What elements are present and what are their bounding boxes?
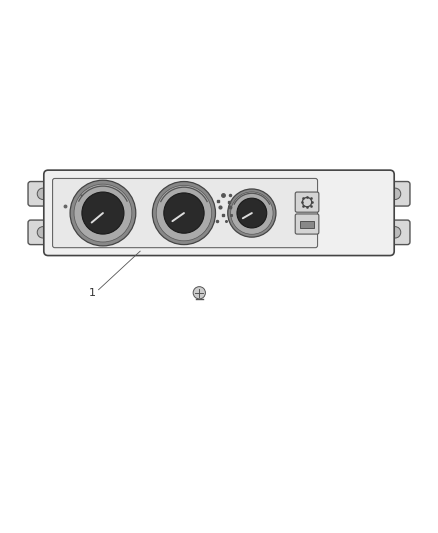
Text: *: * <box>80 193 82 198</box>
Circle shape <box>37 227 49 238</box>
FancyBboxPatch shape <box>28 182 58 206</box>
Circle shape <box>237 198 267 228</box>
Circle shape <box>231 192 273 235</box>
Circle shape <box>70 180 136 246</box>
Circle shape <box>193 287 205 299</box>
Text: 1: 1 <box>88 288 95 298</box>
Circle shape <box>389 188 401 199</box>
FancyBboxPatch shape <box>295 214 319 234</box>
Circle shape <box>82 192 124 234</box>
FancyBboxPatch shape <box>28 220 58 245</box>
Circle shape <box>228 189 276 237</box>
Circle shape <box>37 188 49 199</box>
FancyBboxPatch shape <box>53 179 318 248</box>
FancyBboxPatch shape <box>44 170 394 255</box>
Circle shape <box>164 193 204 233</box>
FancyBboxPatch shape <box>295 192 319 212</box>
FancyBboxPatch shape <box>380 182 410 206</box>
Circle shape <box>74 184 132 242</box>
Circle shape <box>156 185 212 241</box>
Circle shape <box>152 182 215 245</box>
Bar <box>300 221 314 228</box>
Circle shape <box>389 227 401 238</box>
FancyBboxPatch shape <box>380 220 410 245</box>
